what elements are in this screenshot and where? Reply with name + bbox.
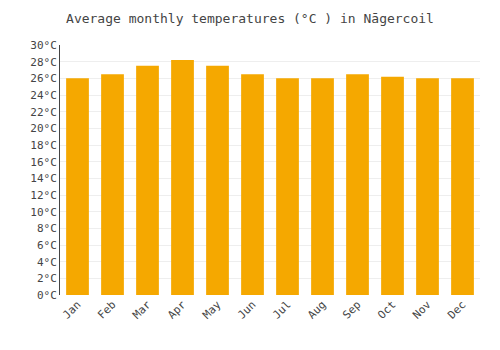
svg-text:20°C: 20°C <box>30 122 57 135</box>
svg-text:Feb: Feb <box>95 298 118 321</box>
svg-text:Nov: Nov <box>410 298 434 322</box>
svg-text:Dec: Dec <box>445 298 468 321</box>
svg-text:4°C: 4°C <box>37 256 57 269</box>
svg-text:Aug: Aug <box>305 298 328 321</box>
svg-text:12°C: 12°C <box>30 189 57 202</box>
svg-text:22°C: 22°C <box>30 106 57 119</box>
svg-text:Average monthly temperatures (: Average monthly temperatures (°C ) in Nā… <box>66 11 434 26</box>
svg-text:6°C: 6°C <box>37 239 57 252</box>
svg-text:10°C: 10°C <box>30 206 57 219</box>
svg-text:16°C: 16°C <box>30 156 57 169</box>
svg-text:26°C: 26°C <box>30 72 57 85</box>
svg-text:Sep: Sep <box>340 298 363 321</box>
svg-text:18°C: 18°C <box>30 139 57 152</box>
svg-text:Jun: Jun <box>235 298 258 321</box>
svg-text:Mar: Mar <box>130 298 154 322</box>
svg-text:30°C: 30°C <box>30 39 57 52</box>
svg-text:Oct: Oct <box>375 298 398 321</box>
svg-text:Apr: Apr <box>165 298 189 322</box>
svg-text:Jul: Jul <box>270 298 293 321</box>
svg-text:Jan: Jan <box>60 298 83 321</box>
svg-text:0°C: 0°C <box>37 289 57 302</box>
svg-text:2°C: 2°C <box>37 272 57 285</box>
svg-text:24°C: 24°C <box>30 89 57 102</box>
svg-text:14°C: 14°C <box>30 172 57 185</box>
svg-text:8°C: 8°C <box>37 222 57 235</box>
svg-text:May: May <box>200 298 224 322</box>
svg-text:28°C: 28°C <box>30 56 57 69</box>
